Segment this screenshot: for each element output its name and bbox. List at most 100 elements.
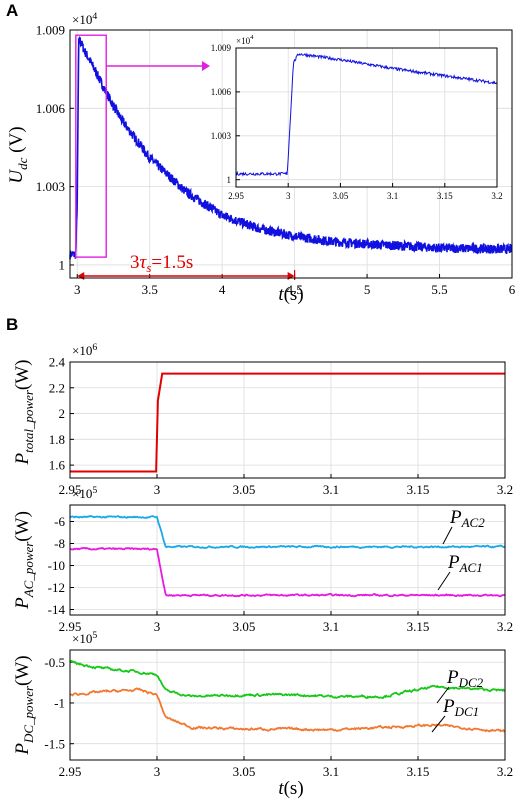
b1-frame [69,361,506,479]
b2-xtick-label-1: 3 [154,619,161,634]
a-inset-xtick-label-2: 3.05 [333,191,349,201]
b2-ytick-label-3: -12 [48,580,65,595]
b2-axes: 2.95 3 3.05 3.1 3.15 3.2 -6 -8 -10 -12 -14 [48,505,513,634]
b1-ytick-label-1: 1.8 [49,432,65,447]
b1-axes: 2.95 3 3.05 3.1 3.15 3.2 1.6 1.8 2 2.2 2.4 [49,355,513,497]
b3-xtick-label-0: 2.95 [59,764,82,779]
b3-plot-area [70,650,505,760]
b2-xtick-label-2: 3.05 [233,619,256,634]
a-inset-ytick-label-3: 1.009 [211,43,232,53]
b1-series-total [70,372,505,473]
a-inset-series-udc [235,52,498,177]
panel-b-letter: B [6,315,19,334]
a-main-xtick-label-5: 5.5 [431,282,447,297]
b1-ytick-label-3: 2.2 [49,380,65,395]
b3-ylabel-text: PDC_power(W) [12,655,36,755]
b1-ylabel: Ptotal_power(W) [12,359,36,465]
a-main-series-udc [69,35,513,260]
b2-ylabel-text: PAC_power(W) [12,511,36,610]
b1-xtick-label-1: 3 [154,482,161,497]
b1-xtick-label-4: 3.15 [407,482,430,497]
b1-xtick-label-3: 3.1 [323,482,339,497]
a-main-ytick-label-0: 1 [59,257,66,272]
a-main-xtick-label-0: 3 [74,282,81,297]
b3-ylabel: PDC_power(W) [12,655,36,755]
b2-ylabel: PAC_power(W) [12,511,36,610]
b2-ytick-label-2: -10 [48,558,65,573]
b2-exponent: ×105 [72,485,97,501]
b3-series-label-dc2: PDC2 [446,667,484,690]
b3-xtick-label-2: 3.05 [233,764,256,779]
b2-series-label-ac1: PAC1 [447,552,483,575]
b3-xtick-label-3: 3.1 [323,764,339,779]
b3-leader-dc1 [431,715,446,733]
b3-axes: 2.95 3 3.05 3.1 3.15 3.2 -0.5 -1 -1.5 [44,650,513,779]
a-main-xtick-label-3: 4.5 [286,282,302,297]
a-inset-xtick-label-1: 3 [286,191,291,201]
a-inset-xtick-label-5: 3.2 [491,191,502,201]
a-inset-xtick-label-4: 3.15 [437,191,453,201]
b1-xtick-label-0: 2.95 [59,482,82,497]
b2-ytick-label-1: -8 [54,536,65,551]
b3-xtick-label-4: 3.15 [407,764,430,779]
a-inset-ytick-label-1: 1.003 [211,131,232,141]
a-main-ytick-label-1: 1.003 [36,179,65,194]
a-inset-ytick-label-0: 1 [227,175,232,185]
a-inset-xtick-label-3: 3.1 [387,191,398,201]
a-main-xtick-label-1: 3.5 [142,282,158,297]
b2-plot-area [70,505,505,615]
b2-leader-ac2 [442,526,453,545]
b2-ytick-label-4: -14 [48,602,66,617]
b2-leader-ac1 [437,571,451,591]
a-inset-ytick-label-2: 1.006 [211,87,232,97]
b2-ytick-label-0: -6 [54,514,65,529]
panel-a-letter: A [6,1,19,20]
b1-ylabel-text: Ptotal_power(W) [12,359,36,465]
b3-ytick-label-2: -1.5 [44,736,65,751]
b3-series-dc1 [69,687,506,733]
b1-exponent: ×106 [72,342,97,358]
a-inset-plot-area [236,48,497,187]
b1-ytick-label-0: 1.6 [49,458,66,473]
b1-ytick-label-2: 2 [59,406,66,421]
a-main-xtick-label-6: 6 [509,282,516,297]
b2-xtick-label-0: 2.95 [59,619,82,634]
a-inset-exponent: ×104 [236,34,254,46]
a-main-xlabel: t(s) [278,284,303,305]
a-main-zoom-arrow-head [202,61,210,71]
a-inset-frame [235,47,498,188]
a-main-ytick-label-2: 1.006 [36,101,66,116]
b2-series-ac2 [69,515,506,549]
b3-xlabel: t(s) [278,778,303,799]
a-main-frame [69,29,513,279]
a-main-ylabel-text: Udc (V) [6,126,30,183]
a-main-xtick-label-2: 4 [219,282,226,297]
b1-xtick-label-2: 3.05 [233,482,256,497]
b3-series-dc2 [69,659,506,700]
a-inset-axes: 2.95 3 3.05 3.1 3.15 3.2 1 1.003 1.006 1.009 [211,43,503,201]
b3-series-label-dc1: PDC1 [442,696,479,719]
b2-xtick-label-5: 3.2 [497,619,513,634]
b2-series-label-ac2: PAC2 [449,507,485,530]
a-main-ylabel: Udc (V) [6,126,30,183]
a-main-exponent: ×104 [72,11,97,27]
b1-ytick-label-4: 2.4 [49,355,66,370]
b3-leader-dc2 [436,686,450,704]
b2-xtick-label-3: 3.1 [323,619,339,634]
a-main-zoom-box [75,34,107,258]
a-main-ytick-label-3: 1.009 [36,23,65,38]
b1-xtick-label-5: 3.2 [497,482,513,497]
a-main-tau-annotation: 3τs=1.5s [130,252,193,275]
b3-exponent: ×105 [72,630,97,646]
a-main-xtick-label-4: 5 [364,282,371,297]
a-inset-xtick-label-0: 2.95 [228,191,244,201]
b1-plot-area [70,362,505,478]
b2-xtick-label-4: 3.15 [407,619,430,634]
b3-ytick-label-1: -1 [54,696,65,711]
b2-frame [69,504,506,616]
b3-frame [69,649,506,761]
b3-ytick-label-0: -0.5 [44,655,65,670]
b3-xtick-label-5: 3.2 [497,764,513,779]
b3-xtick-label-1: 3 [154,764,161,779]
